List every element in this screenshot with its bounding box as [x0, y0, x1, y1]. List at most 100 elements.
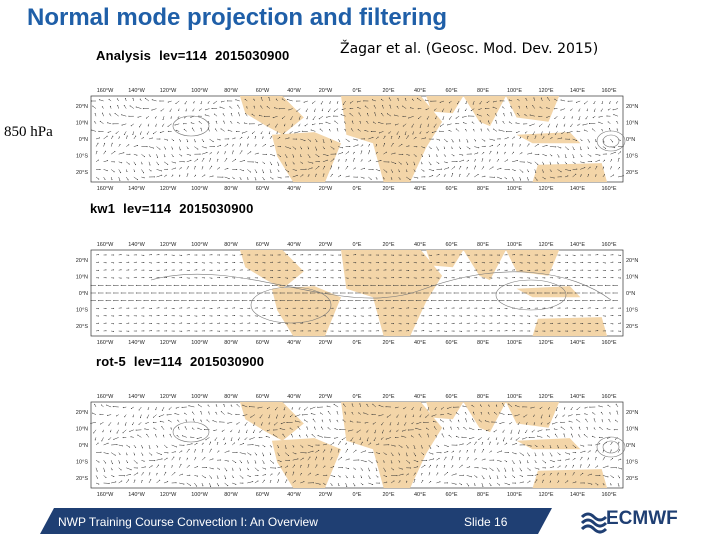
panel-date: 2015030900 — [189, 354, 265, 369]
lat-tick-label: 0°N — [79, 137, 88, 143]
lon-tick-label: 0°E — [353, 186, 362, 192]
lon-tick-label: 20°E — [383, 492, 395, 498]
panel-lev: lev=114 — [123, 201, 172, 216]
slide-title: Normal mode projection and filtering — [27, 4, 448, 31]
lon-tick-label: 20°W — [319, 492, 333, 498]
lat-tick-label: 10°S — [76, 460, 88, 466]
lat-tick-label: 0°N — [79, 291, 88, 297]
lat-tick-label: 0°N — [626, 137, 635, 143]
lon-tick-label: 140°W — [128, 394, 145, 400]
lon-tick-label: 20°E — [383, 186, 395, 192]
lon-tick-label: 20°W — [319, 186, 333, 192]
lon-tick-label: 120°E — [538, 394, 553, 400]
lon-tick-label: 80°W — [224, 394, 238, 400]
lon-tick-label: 160°W — [97, 340, 114, 346]
lon-tick-label: 60°E — [446, 88, 458, 94]
map-analysis: 160°W 160°W 140°W 140°W 120°W 120°W 100°W 100°W… — [76, 88, 639, 192]
lon-tick-label: 0°E — [353, 394, 362, 400]
lon-tick-label: 60°E — [446, 340, 458, 346]
lon-tick-label: 40°W — [287, 340, 301, 346]
lon-tick-label: 60°W — [256, 394, 270, 400]
lon-tick-label: 120°W — [160, 88, 177, 94]
lat-tick-label: 10°S — [76, 154, 88, 160]
lon-tick-label: 0°E — [353, 242, 362, 248]
map-kw1: 160°W 160°W 140°W 140°W 120°W 120°W 100°W 100°W… — [76, 242, 639, 346]
lon-tick-label: 160°E — [601, 394, 616, 400]
lon-tick-label: 160°W — [97, 394, 114, 400]
ecmwf-logo-text: ECMWF — [606, 508, 678, 529]
footer-bar — [40, 508, 552, 534]
panel-lev: lev=114 — [159, 48, 208, 63]
panel-name: kw1 — [90, 201, 116, 216]
lon-tick-label: 160°W — [97, 242, 114, 248]
footer-slide-number: Slide 16 — [464, 515, 508, 529]
lat-tick-label: 20°S — [76, 476, 88, 482]
panel-name: rot-5 — [96, 354, 126, 369]
lon-tick-label: 40°W — [287, 394, 301, 400]
panel-date: 2015030900 — [179, 201, 254, 216]
lon-tick-label: 20°E — [383, 340, 395, 346]
lon-tick-label: 20°W — [319, 242, 333, 248]
lon-tick-label: 140°E — [570, 186, 585, 192]
lat-tick-label: 20°S — [626, 170, 638, 176]
lon-tick-label: 120°E — [538, 88, 553, 94]
lat-tick-label: 10°N — [76, 275, 88, 281]
lat-tick-label: 10°S — [626, 460, 638, 466]
lon-tick-label: 80°W — [224, 186, 238, 192]
lon-tick-label: 40°E — [414, 340, 426, 346]
lon-tick-label: 120°W — [160, 394, 177, 400]
lon-tick-label: 140°W — [128, 492, 145, 498]
lon-tick-label: 40°W — [287, 88, 301, 94]
panel-label-analysis: Analysis lev=114 2015030900 — [96, 48, 297, 63]
lon-tick-label: 60°W — [256, 88, 270, 94]
lat-tick-label: 20°N — [626, 410, 638, 416]
lon-tick-label: 160°E — [601, 186, 616, 192]
lon-tick-label: 60°E — [446, 394, 458, 400]
lon-tick-label: 100°E — [507, 88, 522, 94]
lon-tick-label: 80°W — [224, 340, 238, 346]
lon-tick-label: 80°E — [477, 394, 489, 400]
lat-tick-label: 10°N — [626, 427, 638, 433]
lon-tick-label: 100°E — [507, 492, 522, 498]
lon-tick-label: 60°E — [446, 186, 458, 192]
lon-tick-label: 120°W — [160, 186, 177, 192]
lon-tick-label: 140°W — [128, 186, 145, 192]
lon-tick-label: 140°W — [128, 88, 145, 94]
lon-tick-label: 0°E — [353, 492, 362, 498]
footer-course: NWP Training Course Convection I: An Ove… — [58, 515, 318, 529]
lat-tick-label: 20°N — [76, 410, 88, 416]
lon-tick-label: 140°E — [570, 88, 585, 94]
panel-label-rot5: rot-5 lev=114 2015030900 — [96, 354, 272, 369]
lat-tick-label: 10°S — [626, 308, 638, 314]
lon-tick-label: 160°E — [601, 492, 616, 498]
lat-tick-label: 20°S — [76, 324, 88, 330]
lon-tick-label: 60°W — [256, 186, 270, 192]
lon-tick-label: 120°W — [160, 340, 177, 346]
lon-tick-label: 40°E — [414, 242, 426, 248]
lon-tick-label: 140°E — [570, 242, 585, 248]
lon-tick-label: 140°W — [128, 340, 145, 346]
lat-tick-label: 20°S — [626, 324, 638, 330]
map-rot5: 160°W 160°W 140°W 140°W 120°W 120°W 100°W 100°W… — [76, 394, 639, 498]
lon-tick-label: 120°E — [538, 186, 553, 192]
lon-tick-label: 160°E — [601, 242, 616, 248]
lat-tick-label: 20°S — [626, 476, 638, 482]
panel-name: Analysis — [96, 48, 152, 63]
lon-tick-label: 100°W — [191, 492, 208, 498]
lon-tick-label: 20°E — [383, 394, 395, 400]
lon-tick-label: 120°E — [538, 492, 553, 498]
lon-tick-label: 80°E — [477, 340, 489, 346]
lon-tick-label: 40°E — [414, 186, 426, 192]
citation: Žagar et al. (Geosc. Mod. Dev. 2015) — [340, 41, 599, 57]
lon-tick-label: 100°W — [191, 88, 208, 94]
lon-tick-label: 100°E — [507, 394, 522, 400]
lon-tick-label: 100°W — [191, 242, 208, 248]
pressure-level-label: 850 hPa — [4, 124, 53, 140]
lon-tick-label: 120°W — [160, 242, 177, 248]
ecmwf-logo-icon — [580, 512, 608, 534]
lon-tick-label: 20°W — [319, 394, 333, 400]
lon-tick-label: 140°W — [128, 242, 145, 248]
lon-tick-label: 120°E — [538, 242, 553, 248]
lat-tick-label: 10°N — [76, 121, 88, 127]
lon-tick-label: 40°W — [287, 186, 301, 192]
